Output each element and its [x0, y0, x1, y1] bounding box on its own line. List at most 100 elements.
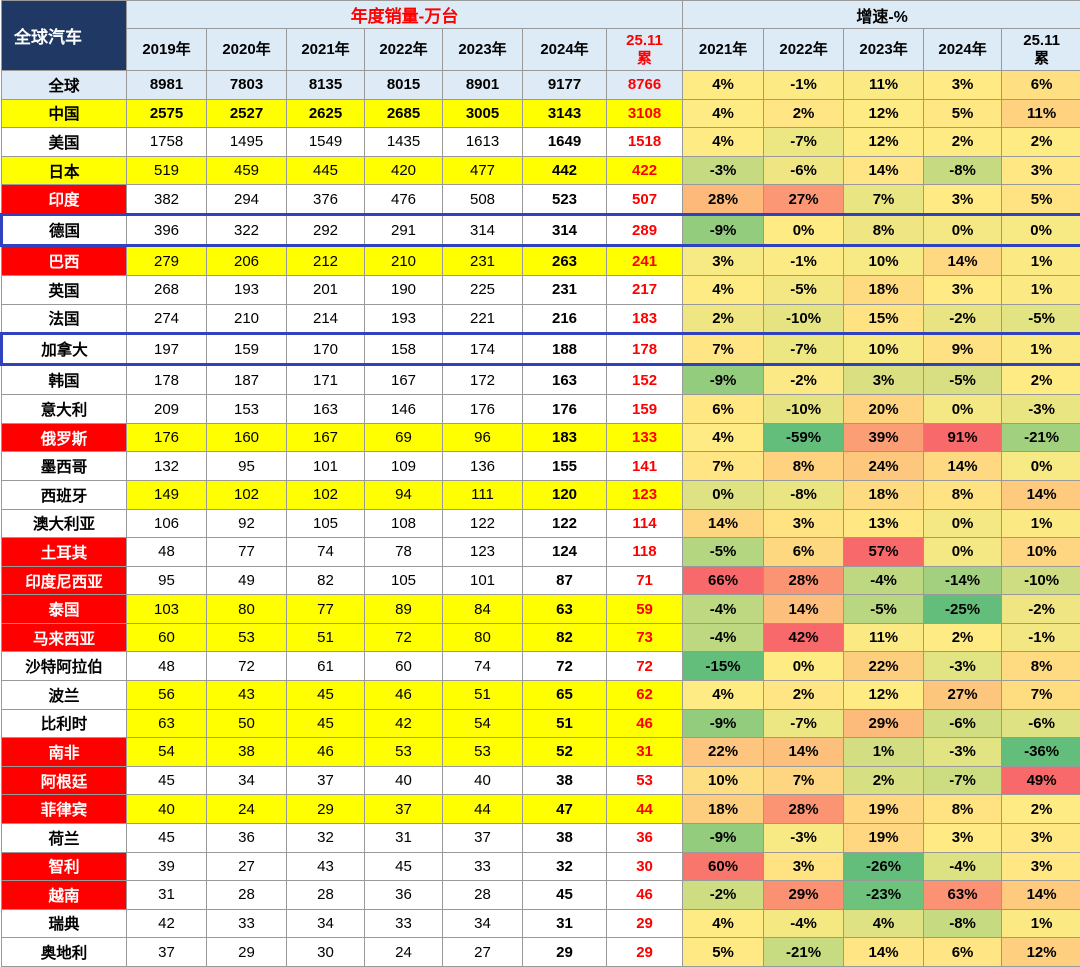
- growth-cell: 1%: [1001, 245, 1080, 276]
- growth-cell: 4%: [682, 70, 765, 100]
- table-row: 泰国 103 80 77 89 84 63 59 -4% 14% -5% -25% -2%: [1, 594, 1080, 624]
- sales-cell: 45: [126, 765, 207, 796]
- row-label: 墨西哥: [1, 451, 127, 481]
- row-label: 马来西亚: [1, 622, 127, 653]
- growth-cell: 0%: [923, 394, 1003, 424]
- growth-cell: 8%: [1001, 651, 1080, 682]
- sales-cell: 51: [442, 680, 523, 710]
- growth-cell: -1%: [1001, 622, 1080, 653]
- sales-cell: 29: [605, 937, 684, 967]
- growth-cell: 3%: [923, 822, 1003, 853]
- growth-cell: 1%: [843, 737, 925, 767]
- sales-cell: 52: [522, 737, 607, 767]
- sales-cell: 178: [126, 364, 207, 396]
- table-row: 中国 2575 2527 2625 2685 3005 3143 3108 4% 2% 12% 5% 1…: [1, 98, 1080, 129]
- sales-cell: 171: [286, 364, 365, 396]
- year-header: 2019年: [126, 28, 207, 71]
- growth-cell: 0%: [923, 508, 1003, 539]
- growth-cell: -25%: [923, 594, 1003, 624]
- growth-cell: -10%: [763, 394, 845, 424]
- sales-cell: 72: [364, 622, 443, 653]
- table-row: 澳大利亚 106 92 105 108 122 122 114 14% 3% 13% 0% 1%: [1, 508, 1080, 539]
- growth-cell: 7%: [682, 332, 765, 367]
- row-label: 中国: [1, 98, 127, 129]
- growth-cell: 3%: [923, 184, 1003, 216]
- growth-cell: 2%: [923, 622, 1003, 653]
- growth-cell: 27%: [763, 184, 845, 216]
- growth-cell: -5%: [682, 537, 765, 567]
- sales-cell: 2625: [286, 98, 365, 129]
- growth-cell: 14%: [843, 155, 925, 186]
- growth-cell: 7%: [1001, 680, 1080, 710]
- growth-cell: 66%: [682, 565, 765, 596]
- sales-cell: 48: [126, 537, 207, 567]
- growth-cell: -7%: [763, 332, 845, 367]
- growth-cell: 10%: [682, 765, 765, 796]
- growth-cell: 3%: [763, 851, 845, 882]
- table-row: 南非 54 38 46 53 53 52 31 22% 14% 1% -3% -36%: [1, 737, 1080, 767]
- growth-cell: 14%: [923, 245, 1003, 276]
- sales-cell: 53: [442, 737, 523, 767]
- growth-cell: 14%: [763, 594, 845, 624]
- sales-cell: 71: [605, 565, 684, 596]
- sales-cell: 7803: [206, 70, 287, 100]
- sales-cell: 105: [364, 565, 443, 596]
- growth-cell: -9%: [682, 364, 765, 396]
- growth-cell: 49%: [1001, 765, 1080, 796]
- sales-cell: 34: [206, 765, 287, 796]
- sales-cell: 1649: [522, 127, 607, 157]
- sales-cell: 53: [364, 737, 443, 767]
- growth-cell: 28%: [763, 565, 845, 596]
- table-row: 阿根廷 45 34 37 40 40 38 53 10% 7% 2% -7% 49%: [1, 765, 1080, 796]
- table-row: 德国 396 322 292 291 314 314 289 -9% 0% 8% 0% 0%: [0, 213, 1080, 248]
- sales-cell: 132: [126, 451, 207, 481]
- sales-cell: 77: [206, 537, 287, 567]
- growth-cell: -9%: [682, 213, 765, 248]
- growth-cell: 3%: [923, 70, 1003, 100]
- sales-cell: 46: [364, 680, 443, 710]
- sales-cell: 174: [442, 332, 523, 367]
- sales-cell: 34: [286, 908, 365, 939]
- sales-cell: 60: [126, 622, 207, 653]
- sales-cell: 122: [522, 508, 607, 539]
- growth-cell: 19%: [843, 794, 925, 824]
- table-row: 法国 274 210 214 193 221 216 183 2% -10% 15% -2% -5%: [1, 303, 1080, 335]
- sales-cell: 1518: [605, 127, 684, 157]
- table-row: 加拿大 197 159 170 158 174 188 178 7% -7% 10% 9% 1%: [0, 332, 1080, 367]
- sales-cell: 291: [364, 213, 443, 248]
- table-row: 奥地利 37 29 30 24 27 29 29 5% -21% 14% 6% 12%: [1, 937, 1080, 967]
- sales-cell: 33: [364, 908, 443, 939]
- growth-cell: -3%: [682, 155, 765, 186]
- row-label: 澳大利亚: [1, 508, 127, 539]
- growth-cell: 2%: [1001, 794, 1080, 824]
- growth-cell: -15%: [682, 651, 765, 682]
- growth-cell: 22%: [843, 651, 925, 682]
- sales-cell: 44: [605, 794, 684, 824]
- sales-cell: 95: [206, 451, 287, 481]
- growth-cell: 9%: [923, 332, 1003, 367]
- sales-cell: 114: [605, 508, 684, 539]
- sales-cell: 80: [442, 622, 523, 653]
- sales-cell: 217: [605, 275, 684, 305]
- growth-cell: 12%: [843, 680, 925, 710]
- growth-cell: 20%: [843, 394, 925, 424]
- growth-cell: 19%: [843, 822, 925, 853]
- growth-cell: -7%: [763, 708, 845, 739]
- growth-cell: 3%: [1001, 822, 1080, 853]
- sales-cell: 292: [286, 213, 365, 248]
- growth-cell: 4%: [682, 98, 765, 129]
- growth-cell: 10%: [1001, 537, 1080, 567]
- growth-cell: 2%: [682, 303, 765, 335]
- growth-cell: -2%: [682, 880, 765, 910]
- sales-cell: 33: [206, 908, 287, 939]
- growth-cell: -3%: [1001, 394, 1080, 424]
- growth-cell: -9%: [682, 708, 765, 739]
- growth-cell: -21%: [763, 937, 845, 967]
- sales-cell: 477: [442, 155, 523, 186]
- sales-cell: 108: [364, 508, 443, 539]
- sales-cell: 89: [364, 594, 443, 624]
- year-header: 2022年: [364, 28, 443, 71]
- table-row: 比利时 63 50 45 42 54 51 46 -9% -7% 29% -6% -6%: [1, 708, 1080, 739]
- growth-cell: 2%: [763, 98, 845, 129]
